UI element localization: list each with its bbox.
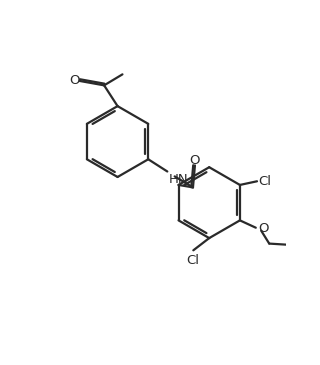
Text: Cl: Cl [258,175,271,188]
Text: O: O [69,74,80,88]
Text: Cl: Cl [186,254,199,267]
Text: O: O [190,154,200,166]
Text: O: O [259,222,269,235]
Text: HN: HN [169,173,188,186]
